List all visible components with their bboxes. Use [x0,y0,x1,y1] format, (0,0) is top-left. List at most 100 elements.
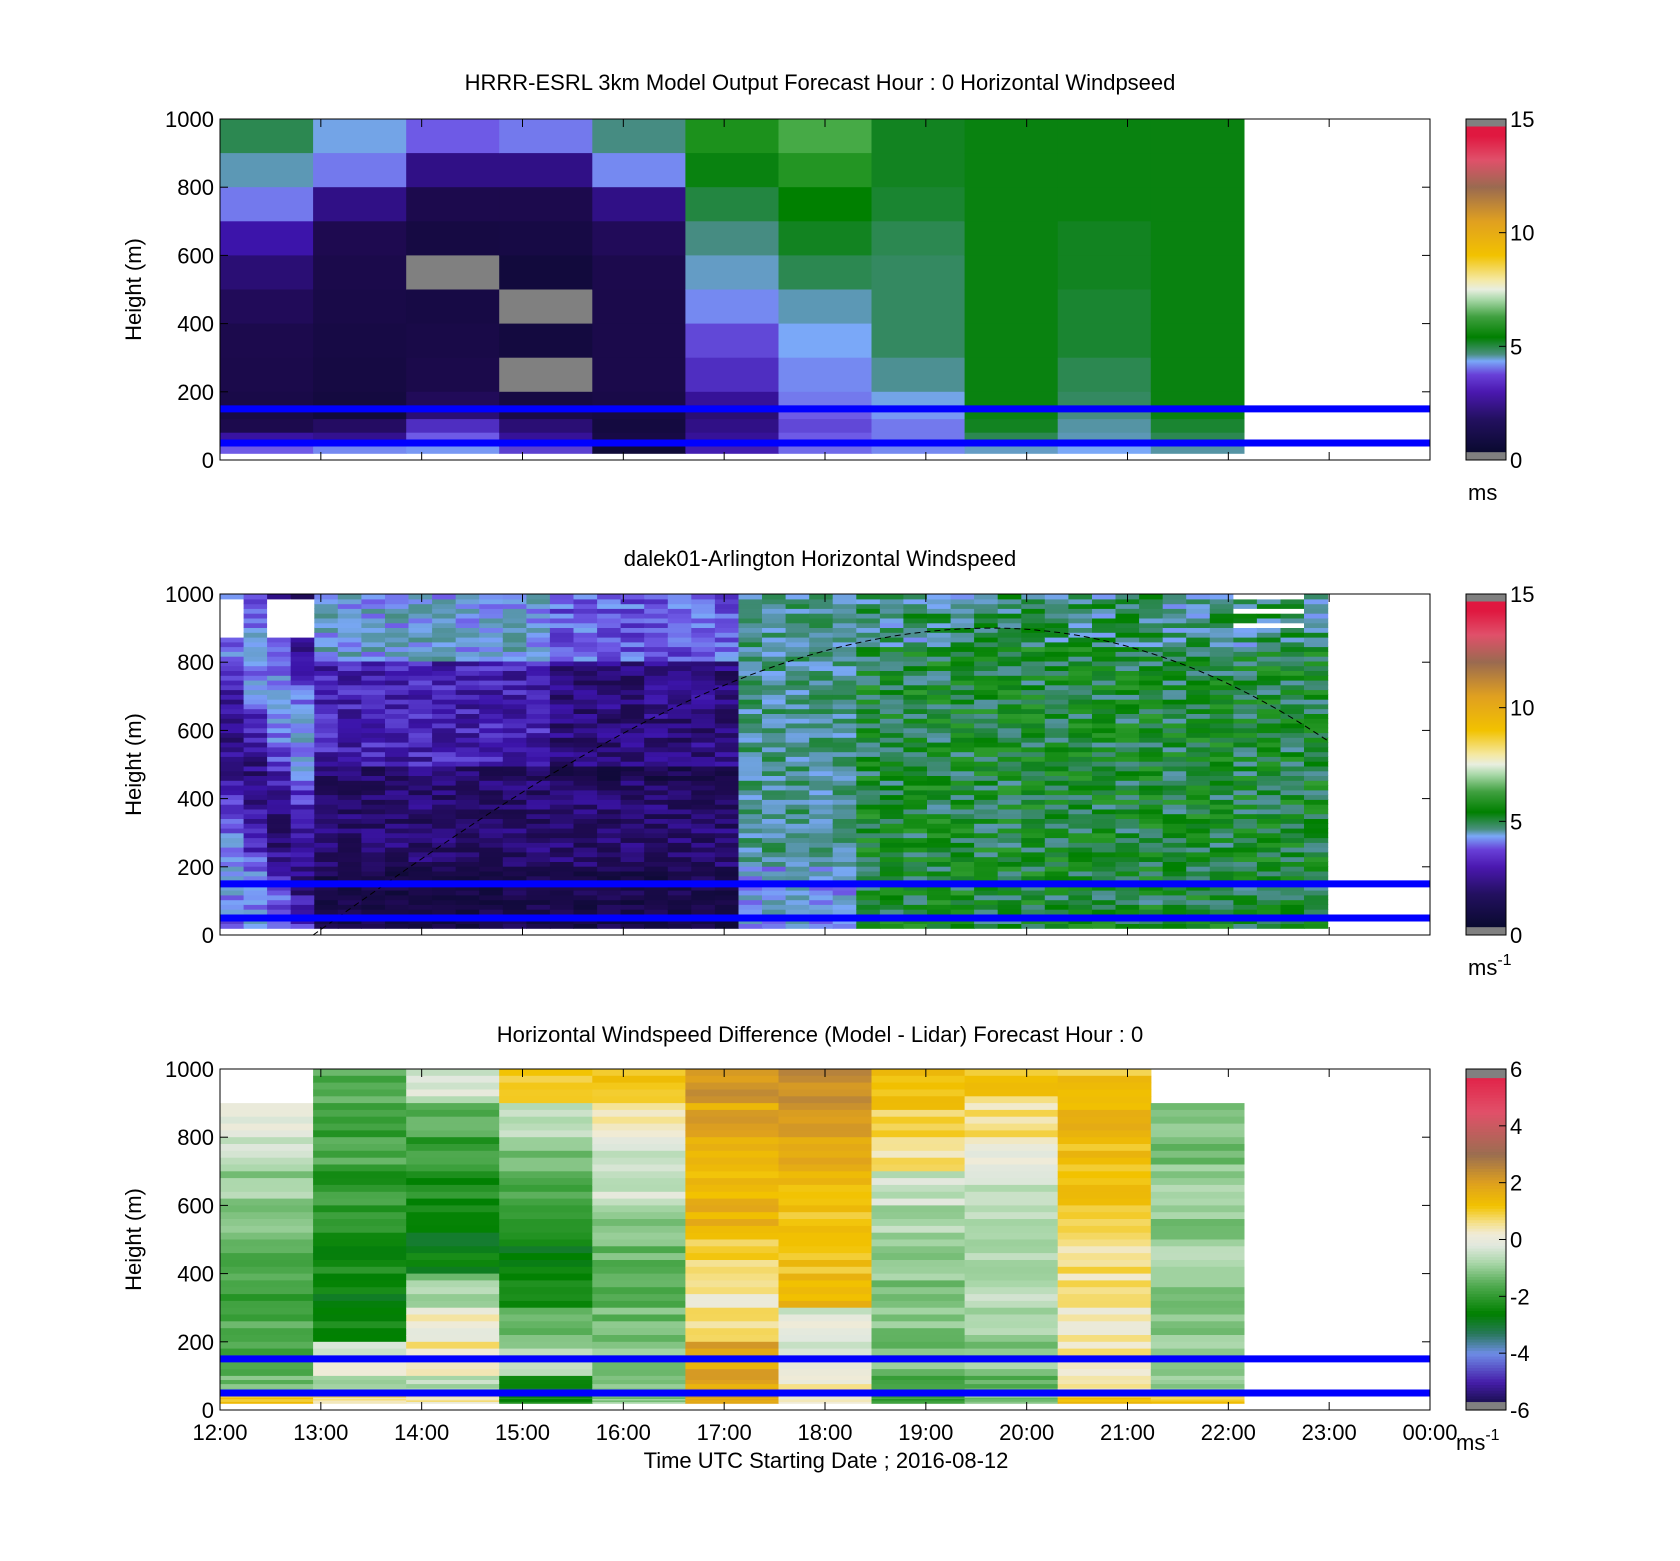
heatmap-cell [1162,675,1187,681]
heatmap-cell [1068,870,1093,877]
heatmap-cell [667,603,692,609]
heatmap-cell [667,670,692,676]
heatmap-cell [714,823,740,829]
heatmap-cell [785,637,810,643]
heatmap-cell [406,1341,500,1350]
heatmap-cell [1162,909,1187,915]
heatmap-cell [927,694,952,700]
heatmap-cell [406,1328,500,1336]
heatmap-cell [499,1300,593,1309]
heatmap-cell [762,656,787,662]
heatmap-cell [549,808,575,815]
heatmap-cell [361,684,386,691]
heatmap-cell [785,718,810,724]
colorbar-segment [1466,1370,1506,1374]
heatmap-cell [1162,622,1187,628]
model-windspeed-panel: HRRR-ESRL 3km Model Output Forecast Hour… [121,70,1534,505]
heatmap-cell [1150,1123,1245,1131]
heatmap-cell [1115,765,1140,772]
heatmap-cell [408,660,433,667]
heatmap-cell [361,823,386,829]
heatmap-cell [1044,708,1069,714]
heatmap-cell [479,904,504,910]
heatmap-cell [950,837,975,843]
heatmap-cell [644,675,669,681]
heatmap-cell [1044,804,1069,810]
y-tick-label: 600 [177,1193,214,1218]
heatmap-cell [290,904,315,910]
colorbar-segment [1466,1302,1506,1306]
heatmap-cell [950,594,975,600]
heatmap-cell [220,187,314,222]
heatmap-cell [1209,770,1234,776]
colorbar-segment [1466,1105,1506,1110]
heatmap-cell [290,632,315,638]
heatmap-cell [1233,675,1258,681]
heatmap-cell [361,727,386,734]
x-tick-label: 12:00 [192,1420,247,1445]
heatmap-cell [573,722,598,729]
heatmap-cell [337,765,362,772]
heatmap-cell [691,675,716,681]
heatmap-cell [385,718,410,724]
heatmap-cell [1115,718,1140,724]
heatmap-cell [927,780,952,786]
heatmap-cell [502,727,527,734]
heatmap-cell [1304,785,1329,791]
heatmap-cell [667,632,692,638]
heatmap-cell [974,799,999,805]
heatmap-cell [313,1246,407,1254]
heatmap-cell [314,808,339,815]
heatmap-cell [644,727,669,734]
heatmap-cell [526,832,551,839]
heatmap-cell [997,856,1022,862]
heatmap-cell [479,603,504,609]
heatmap-cell [502,656,527,662]
heatmap-cell [597,660,622,667]
heatmap-cell [871,1184,966,1193]
heatmap-cell [1304,899,1329,905]
heatmap-cell [573,713,598,719]
heatmap-cell [1150,1273,1245,1281]
heatmap-cell [738,775,763,781]
heatmap-cell [220,1123,314,1131]
heatmap-cell [455,899,480,905]
heatmap-cell [927,656,952,662]
heatmap-cell [1150,1300,1245,1309]
heatmap-cell [432,684,457,691]
heatmap-cell [479,894,504,901]
heatmap-cell [832,670,857,676]
heatmap-cell [1021,656,1046,662]
heatmap-cell [220,1384,314,1389]
colorbar-tick-label: 0 [1510,923,1522,948]
heatmap-cell [385,818,410,824]
heatmap-cell [455,832,480,839]
heatmap-cell [903,775,928,781]
heatmap-cell [1209,851,1234,858]
colorbar-segment [1466,1137,1506,1141]
heatmap-cell [1092,713,1117,719]
heatmap-cell [408,641,433,648]
heatmap-cell [361,842,386,848]
heatmap-cell [691,684,716,691]
heatmap-cell [290,818,315,824]
heatmap-cell [1115,789,1140,796]
heatmap-cell [549,856,575,862]
heatmap-cell [691,617,716,624]
heatmap-cell [385,622,410,628]
heatmap-cell [1092,842,1117,848]
heatmap-cell [778,1150,873,1159]
heatmap-cell [974,689,999,695]
heatmap-cell [903,603,928,609]
heatmap-cell [974,732,999,738]
heatmap-cell [314,775,339,781]
heatmap-cell [1162,785,1187,791]
heatmap-cell [573,708,598,714]
heatmap-cell [1256,722,1282,729]
heatmap-cell [974,770,999,776]
heatmap-cell [1233,818,1258,824]
heatmap-cell [243,699,268,705]
heatmap-cell [950,770,975,776]
heatmap-cell [871,1164,966,1172]
heatmap-cell [1233,827,1258,834]
